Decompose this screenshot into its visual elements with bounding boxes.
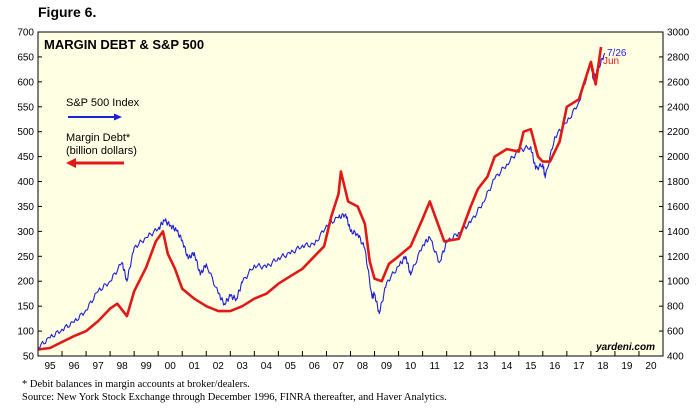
left-tick-label: 650 [17,52,34,63]
left-tick-label: 150 [17,302,34,313]
chart-title: MARGIN DEBT & S&P 500 [44,37,204,52]
x-tick-label: 05 [285,361,297,372]
right-tick-label: 2200 [667,127,690,138]
x-tick-label: 16 [549,361,561,372]
x-tick-label: 08 [357,361,369,372]
plot-frame [37,31,664,357]
x-tick-label: 12 [453,361,465,372]
legend-margin-label-line1: Margin Debt* [66,132,131,144]
left-tick-label: 400 [17,177,34,188]
sp500-line [37,53,606,350]
left-tick-label: 550 [17,102,34,113]
x-tick-label: 10 [405,361,417,372]
x-tick-label: 04 [261,361,273,372]
x-tick-label: 95 [44,361,56,372]
left-tick-label: 700 [17,28,34,39]
x-tick-label: 15 [525,361,537,372]
x-tick-label: 19 [621,361,633,372]
x-tick-label: 96 [68,361,80,372]
annotation-sp500: 7/26 [607,48,627,59]
footnote-asterisk: * Debit balances in margin accounts at b… [22,379,250,390]
right-tick-label: 1200 [667,252,690,263]
right-tick-label: 1000 [667,277,690,288]
legend-sp500-label: S&P 500 Index [66,97,140,109]
left-tick-label: 250 [17,252,34,263]
x-tick-label: 13 [477,361,489,372]
left-tick-label: 100 [17,327,34,338]
x-tick-label: 14 [501,361,513,372]
watermark: yardeni.com [595,342,655,353]
plot-background [37,31,664,357]
right-tick-label: 1800 [667,177,690,188]
right-tick-label: 2800 [667,52,690,63]
left-tick-label: 300 [17,227,34,238]
footnote-source: Source: New York Stock Exchange through … [22,392,447,403]
x-tick-label: 20 [645,361,657,372]
x-tick-label: 02 [213,361,225,372]
x-tick-label: 99 [141,361,153,372]
left-tick-label: 200 [17,277,34,288]
margin-debt-line [37,46,603,351]
x-tick-label: 98 [117,361,129,372]
annotation-margin: Jun [603,56,619,67]
legend-sp500-arrow-icon [68,113,122,121]
left-tick-label: 50 [23,352,35,363]
x-tick-label: 01 [189,361,201,372]
right-tick-label: 3000 [667,28,690,39]
x-tick-label: 09 [381,361,393,372]
legend-margin-arrow-icon [66,158,124,168]
right-tick-label: 2600 [667,77,690,88]
left-tick-label: 500 [17,127,34,138]
x-tick-label: 00 [165,361,177,372]
right-tick-label: 1400 [667,227,690,238]
left-tick-label: 450 [17,152,34,163]
right-tick-label: 600 [667,327,684,338]
x-tick-label: 97 [93,361,105,372]
x-tick-label: 17 [573,361,585,372]
tick-layer: 5010015020025030035040045050055060065070… [17,28,689,373]
series-layer [37,46,606,351]
x-tick-label: 07 [333,361,345,372]
left-tick-label: 350 [17,202,34,213]
figure-label: Figure 6. [38,4,97,20]
right-tick-label: 800 [667,302,684,313]
right-tick-label: 400 [667,352,684,363]
right-tick-label: 1600 [667,202,690,213]
x-tick-label: 06 [309,361,321,372]
x-tick-label: 03 [237,361,249,372]
legend-margin-label-line2: (billion dollars) [66,145,137,157]
x-tick-label: 11 [429,361,440,372]
left-tick-label: 600 [17,77,34,88]
right-tick-label: 2000 [667,152,690,163]
right-tick-label: 2400 [667,102,690,113]
x-tick-label: 18 [597,361,609,372]
